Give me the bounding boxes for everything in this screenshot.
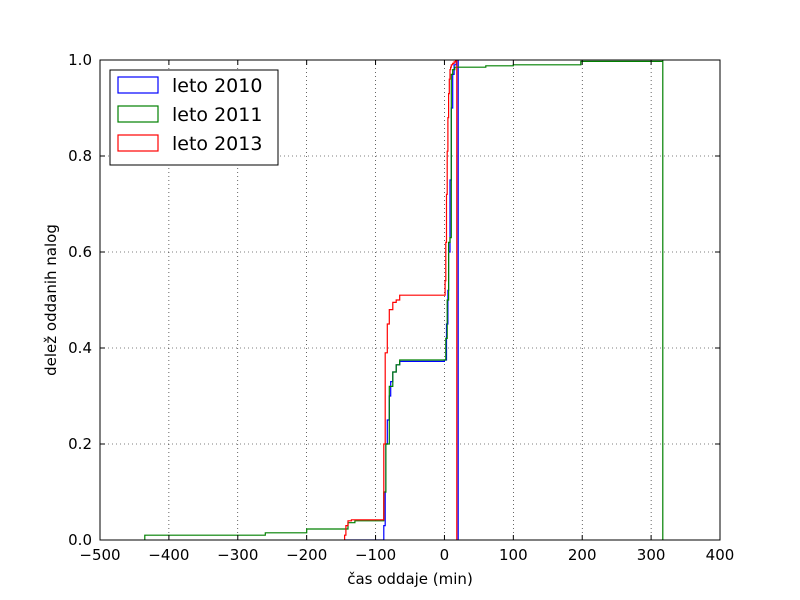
x-tick-label: −300 <box>217 546 258 564</box>
y-tick-label: 0.0 <box>68 531 92 549</box>
legend: leto 2010 leto 2011 leto 2013 <box>109 69 279 166</box>
x-tick-label: 300 <box>637 546 666 564</box>
x-tick-label: 400 <box>706 546 735 564</box>
x-axis-label: čas oddaje (min) <box>347 570 473 588</box>
x-tick-label: −100 <box>355 546 396 564</box>
legend-label-1: leto 2010 <box>172 75 262 97</box>
series-line-3 <box>344 60 458 540</box>
legend-box <box>109 69 279 166</box>
x-tick-label: 200 <box>568 546 597 564</box>
y-tick-label: 0.6 <box>68 243 92 261</box>
y-axis-label: delež oddanih nalog <box>42 224 60 376</box>
y-tick-label: 0.8 <box>68 147 92 165</box>
x-tick-label: 0 <box>440 546 450 564</box>
x-tick-label: −200 <box>286 546 327 564</box>
plot-frame <box>99 59 721 541</box>
series-line-2 <box>144 60 664 540</box>
x-tick-label: 100 <box>499 546 528 564</box>
legend-swatch-1 <box>117 76 159 94</box>
legend-label-3: leto 2013 <box>172 133 262 155</box>
legend-swatch-2 <box>117 105 159 123</box>
legend-label-2: leto 2011 <box>172 104 262 126</box>
y-tick-label: 1.0 <box>68 51 92 69</box>
axis-ticks: −500 −400 −300 −200 −100 0 100 200 300 400 0.0 0.2 0… <box>68 51 734 564</box>
legend-swatch-3 <box>117 134 159 152</box>
y-tick-label: 0.4 <box>68 339 92 357</box>
series-group <box>144 60 664 540</box>
grid <box>100 60 720 540</box>
x-tick-label: −400 <box>148 546 189 564</box>
y-tick-label: 0.2 <box>68 435 92 453</box>
x-tick-label: −500 <box>79 546 120 564</box>
